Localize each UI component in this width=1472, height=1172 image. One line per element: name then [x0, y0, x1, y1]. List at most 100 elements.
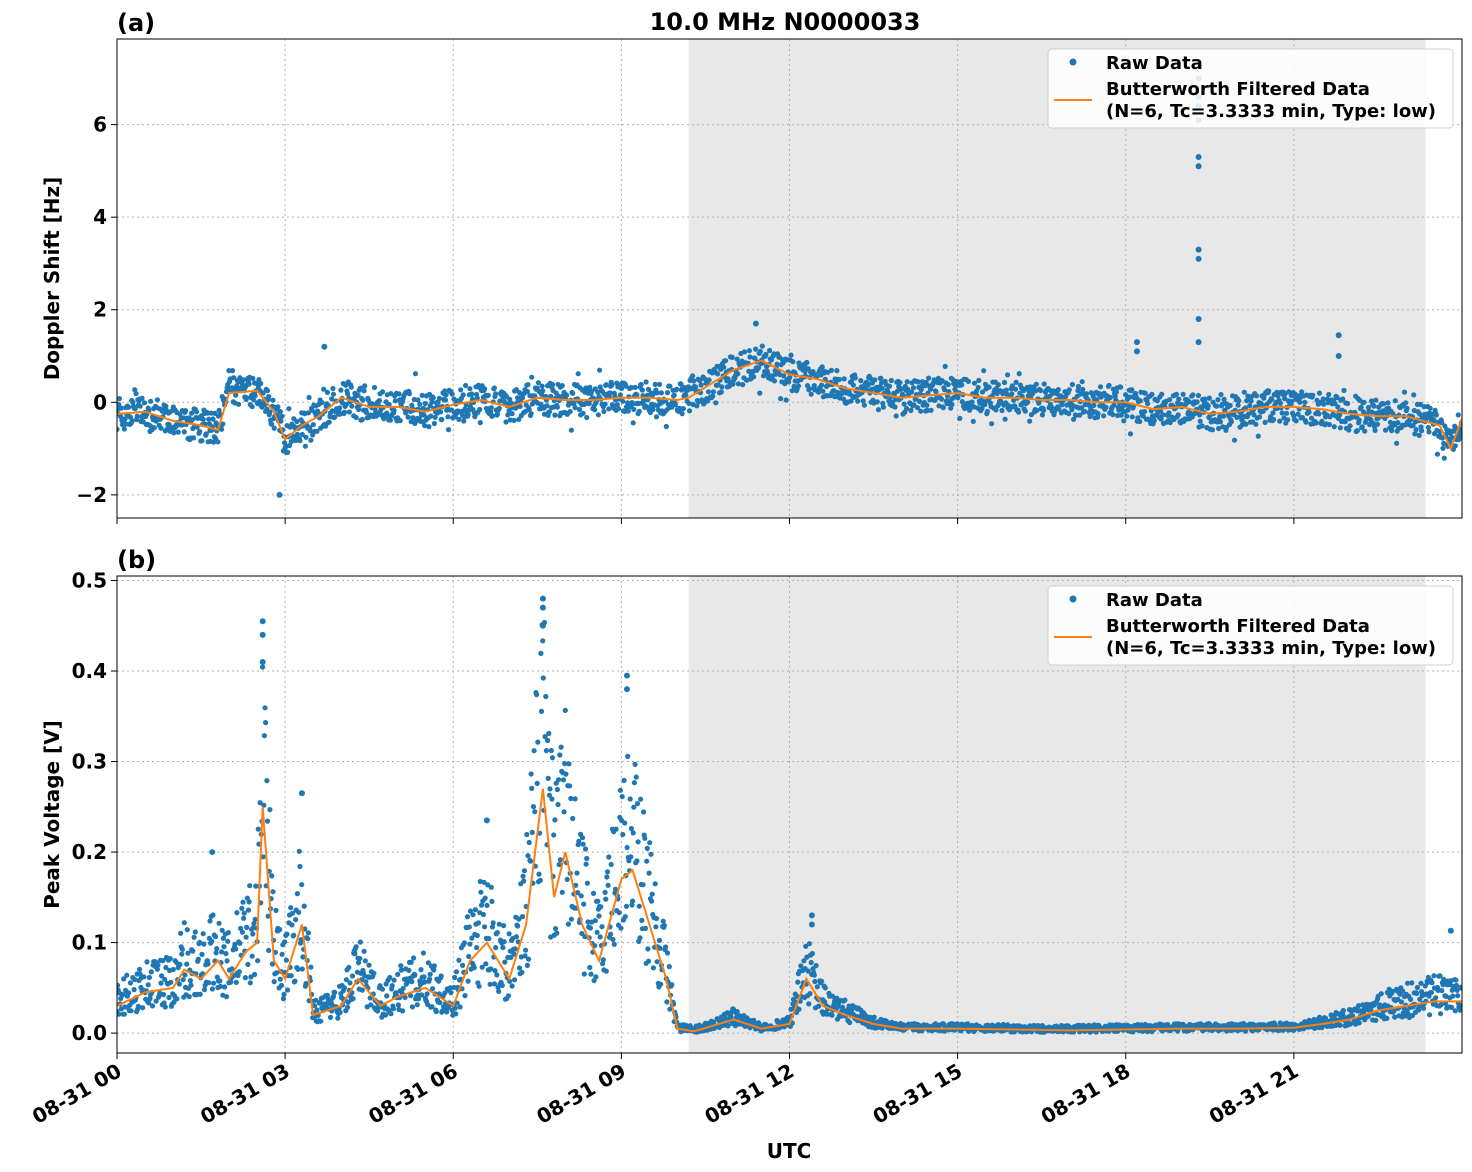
- raw-data-point: [255, 826, 261, 832]
- raw-data-point: [505, 412, 511, 418]
- raw-data-point: [1375, 421, 1381, 427]
- raw-data-point: [264, 778, 270, 784]
- raw-data-point: [653, 924, 659, 930]
- raw-data-point: [805, 968, 811, 974]
- raw-data-point: [547, 786, 553, 792]
- raw-data-point: [456, 957, 462, 963]
- raw-data-point: [982, 401, 988, 408]
- raw-data-point: [771, 351, 777, 357]
- raw-data-point: [233, 946, 239, 952]
- raw-data-point: [187, 978, 193, 984]
- raw-data-point: [1303, 419, 1309, 425]
- raw-data-point: [603, 896, 609, 902]
- raw-data-point: [524, 831, 530, 838]
- raw-data-point: [1362, 428, 1368, 434]
- raw-data-outlier-point: [1195, 315, 1202, 322]
- raw-data-point: [1012, 386, 1019, 392]
- raw-data-point: [931, 377, 937, 383]
- raw-data-point: [741, 349, 748, 355]
- raw-data-point: [945, 381, 951, 388]
- raw-data-point: [527, 858, 534, 864]
- raw-data-point: [965, 378, 972, 384]
- raw-data-point: [429, 399, 435, 405]
- raw-data-point: [888, 377, 894, 384]
- raw-data-point: [1337, 412, 1343, 418]
- raw-data-point: [203, 431, 209, 437]
- raw-data-point: [1361, 399, 1367, 405]
- raw-data-point: [410, 415, 416, 421]
- raw-data-point: [482, 386, 488, 392]
- raw-data-point: [1142, 409, 1148, 415]
- raw-data-point: [481, 879, 487, 885]
- raw-data-point: [584, 855, 590, 862]
- raw-data-point: [734, 356, 740, 362]
- raw-data-point: [624, 844, 630, 851]
- raw-data-point: [1433, 412, 1439, 418]
- raw-data-point: [162, 1004, 168, 1010]
- raw-data-outlier-point: [298, 790, 305, 797]
- raw-data-point: [253, 380, 260, 387]
- raw-data-point: [908, 407, 914, 414]
- raw-data-point: [267, 807, 273, 813]
- raw-data-point: [1009, 383, 1016, 389]
- raw-data-point: [1176, 396, 1182, 402]
- raw-data-point: [128, 1008, 134, 1014]
- raw-data-point: [636, 903, 642, 909]
- raw-data-point: [608, 931, 614, 937]
- raw-data-point: [528, 411, 534, 417]
- raw-data-point: [174, 996, 180, 1002]
- raw-data-point: [341, 985, 348, 991]
- raw-data-point: [1392, 398, 1398, 404]
- raw-data-point: [1279, 410, 1285, 416]
- raw-data-point: [453, 969, 460, 975]
- raw-data-point: [1175, 412, 1181, 418]
- raw-data-point: [279, 951, 285, 957]
- raw-data-outlier-point: [808, 921, 815, 928]
- raw-data-point: [1401, 389, 1408, 395]
- raw-data-point: [1429, 980, 1435, 986]
- raw-data-point: [649, 891, 655, 897]
- raw-data-point: [237, 940, 243, 946]
- raw-data-point: [470, 912, 476, 918]
- raw-data-point: [976, 377, 982, 383]
- raw-data-outlier-point: [1195, 339, 1202, 346]
- raw-data-point: [200, 931, 206, 937]
- raw-data-point: [294, 418, 300, 425]
- raw-data-point: [240, 899, 246, 905]
- raw-data-point: [1302, 399, 1308, 405]
- raw-data-point: [822, 999, 828, 1005]
- raw-data-point: [1337, 425, 1343, 431]
- raw-data-point: [1197, 418, 1203, 424]
- raw-data-point: [507, 396, 513, 402]
- raw-data-point: [402, 994, 408, 1001]
- raw-data-outlier-point: [259, 658, 266, 665]
- raw-data-point: [126, 990, 132, 996]
- raw-data-point: [663, 423, 669, 430]
- raw-data-point: [1262, 419, 1268, 425]
- raw-data-point: [640, 882, 646, 888]
- raw-data-point: [986, 384, 992, 390]
- raw-data-point: [181, 429, 187, 435]
- raw-data-point: [924, 402, 930, 408]
- legend-raw-label: Raw Data: [1106, 53, 1203, 74]
- raw-data-point: [537, 877, 543, 884]
- raw-data-point: [725, 1023, 731, 1029]
- raw-data-point: [439, 417, 445, 423]
- raw-data-point: [548, 747, 554, 754]
- raw-data-point: [1083, 391, 1090, 397]
- raw-data-point: [158, 425, 164, 431]
- raw-data-point: [1001, 379, 1008, 386]
- raw-data-point: [938, 396, 945, 402]
- raw-data-point: [630, 420, 636, 426]
- raw-data-point: [438, 973, 444, 979]
- raw-data-point: [224, 958, 230, 964]
- raw-data-point: [480, 911, 486, 918]
- raw-data-point: [400, 1008, 406, 1014]
- raw-data-point: [467, 941, 473, 947]
- raw-data-point: [176, 981, 182, 987]
- raw-data-point: [546, 730, 552, 737]
- raw-data-point: [795, 979, 801, 985]
- raw-data-point: [388, 391, 394, 397]
- raw-data-point: [664, 390, 671, 396]
- raw-data-point: [180, 977, 186, 983]
